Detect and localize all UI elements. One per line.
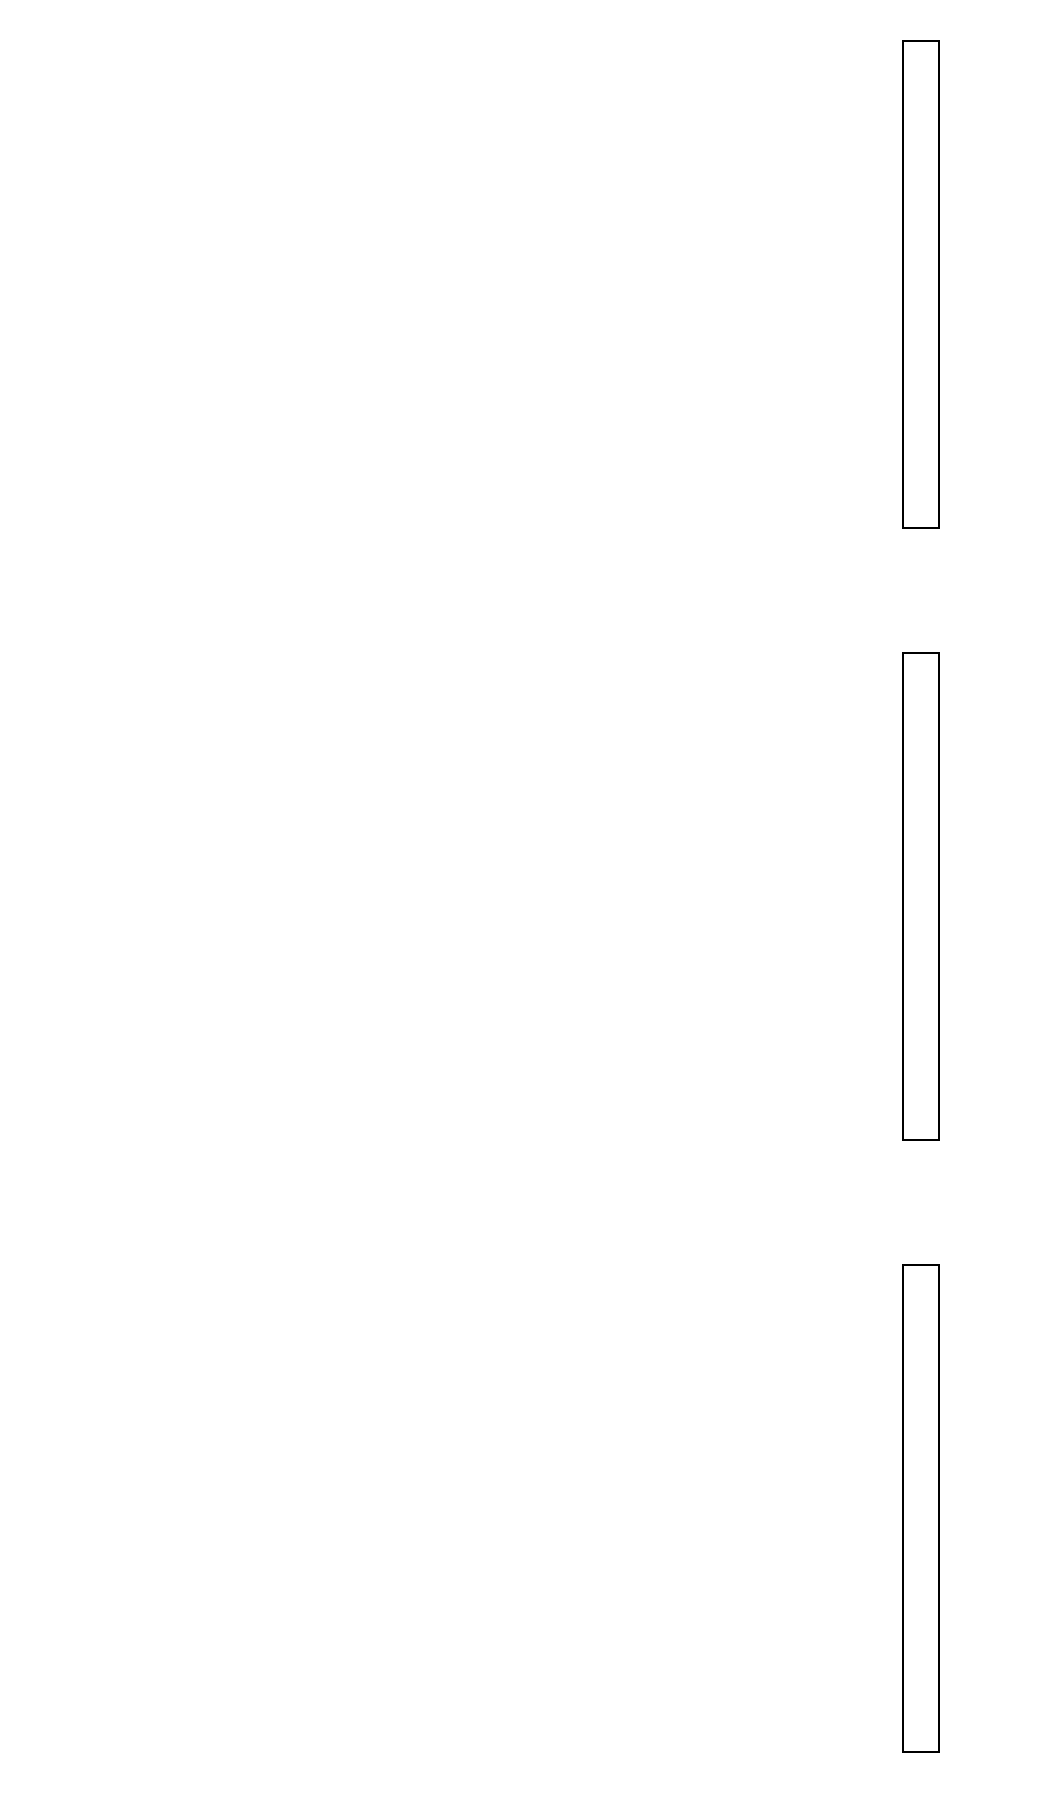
top-db-axis-labels	[117, 1232, 871, 1258]
colorbar-tick-marks	[942, 1264, 950, 1749]
colorbar-tick-labels	[950, 40, 1010, 525]
colorbar	[902, 40, 940, 529]
y-tick-labels	[0, 1264, 117, 1749]
spectrogram-panel-hhz	[0, 1224, 1052, 1806]
axes-and-curves-overlay	[117, 1264, 871, 1749]
y-tick-labels	[0, 40, 117, 525]
colorbar-tick-labels	[950, 652, 1010, 1137]
colorbar-tick-labels	[950, 1264, 1010, 1749]
colorbar	[902, 1264, 940, 1753]
spectrogram-panel-hhe	[0, 0, 1052, 612]
spectrogram-heatmap	[117, 1264, 871, 1749]
spectrogram-heatmap	[117, 652, 871, 1137]
colorbar-tick-marks	[942, 40, 950, 525]
x-tick-labels	[117, 534, 871, 558]
y-tick-labels	[0, 652, 117, 1137]
x-tick-labels	[117, 1146, 871, 1170]
axes-and-curves-overlay	[117, 652, 871, 1137]
axes-and-curves-overlay	[117, 40, 871, 525]
spectrogram-heatmap	[117, 40, 871, 525]
spectrogram-panel-hhn	[0, 612, 1052, 1224]
colorbar-tick-marks	[942, 652, 950, 1137]
x-tick-labels	[117, 1758, 871, 1782]
top-db-axis-labels	[117, 620, 871, 646]
colorbar	[902, 652, 940, 1141]
top-db-axis-labels	[117, 8, 871, 34]
